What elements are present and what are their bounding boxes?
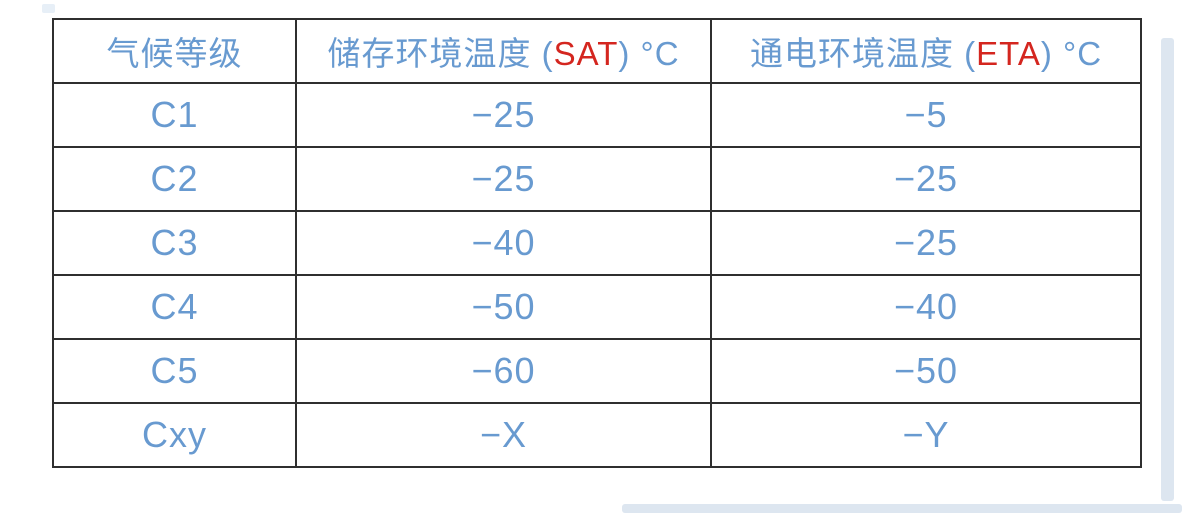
cell-grade: C4: [52, 274, 297, 340]
climate-grade-table: 气候等级 储存环境温度 (SAT) °C 通电环境温度 (ETA) °C C1 …: [52, 18, 1142, 468]
header-sat-abbr: SAT: [553, 35, 619, 72]
header-climate-grade: 气候等级: [52, 18, 297, 84]
table-row-c2: C2 −25 −25: [52, 146, 1142, 212]
cell-grade: C3: [52, 210, 297, 276]
cell-grade: C1: [52, 82, 297, 148]
header-powered-temp-eta: 通电环境温度 (ETA) °C: [710, 18, 1142, 84]
cell-sat: −60: [295, 338, 712, 404]
cell-sat: −25: [295, 146, 712, 212]
cell-eta: −25: [710, 210, 1142, 276]
horizontal-scrollbar[interactable]: [622, 504, 1182, 513]
cell-sat: −50: [295, 274, 712, 340]
header-sat-prefix: 储存环境温度 (: [327, 35, 554, 72]
cell-eta: −25: [710, 146, 1142, 212]
header-storage-temp-sat: 储存环境温度 (SAT) °C: [295, 18, 712, 84]
cell-eta: −5: [710, 82, 1142, 148]
cell-sat: −25: [295, 82, 712, 148]
header-eta-suffix: ) °C: [1040, 35, 1103, 72]
cell-grade: C5: [52, 338, 297, 404]
table-row-c4: C4 −50 −40: [52, 274, 1142, 340]
cell-eta: −40: [710, 274, 1142, 340]
cell-eta: −50: [710, 338, 1142, 404]
cell-grade: Cxy: [52, 402, 297, 468]
cell-sat: −X: [295, 402, 712, 468]
corner-artifact: [42, 4, 55, 13]
table-row-c5: C5 −60 −50: [52, 338, 1142, 404]
header-row: 气候等级 储存环境温度 (SAT) °C 通电环境温度 (ETA) °C: [52, 18, 1142, 84]
cell-sat: −40: [295, 210, 712, 276]
header-eta-prefix: 通电环境温度 (: [749, 35, 977, 72]
cell-grade: C2: [52, 146, 297, 212]
header-eta-abbr: ETA: [976, 35, 1041, 72]
header-sat-suffix: ) °C: [618, 35, 680, 72]
table-row-cxy: Cxy −X −Y: [52, 402, 1142, 468]
vertical-scrollbar[interactable]: [1161, 38, 1174, 501]
cell-eta: −Y: [710, 402, 1142, 468]
table-row-c3: C3 −40 −25: [52, 210, 1142, 276]
table-row-c1: C1 −25 −5: [52, 82, 1142, 148]
